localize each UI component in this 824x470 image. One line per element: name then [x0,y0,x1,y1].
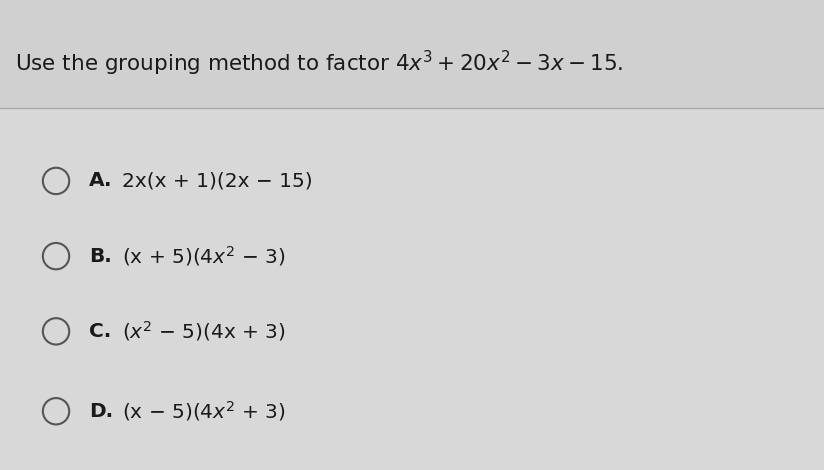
Text: B.: B. [89,247,112,266]
Text: (x + 5)(4$x^2$ − 3): (x + 5)(4$x^2$ − 3) [122,244,286,268]
Text: A.: A. [89,172,113,190]
Text: Use the grouping method to factor $4x^3 + 20x^2 - 3x - 15.$: Use the grouping method to factor $4x^3 … [15,49,623,78]
Text: ($x^2$ − 5)(4x + 3): ($x^2$ − 5)(4x + 3) [122,320,286,343]
FancyBboxPatch shape [0,0,824,108]
Text: D.: D. [89,402,113,421]
Text: C.: C. [89,322,111,341]
Text: 2x(x + 1)(2x − 15): 2x(x + 1)(2x − 15) [122,172,312,190]
Text: (x − 5)(4$x^2$ + 3): (x − 5)(4$x^2$ + 3) [122,400,286,423]
